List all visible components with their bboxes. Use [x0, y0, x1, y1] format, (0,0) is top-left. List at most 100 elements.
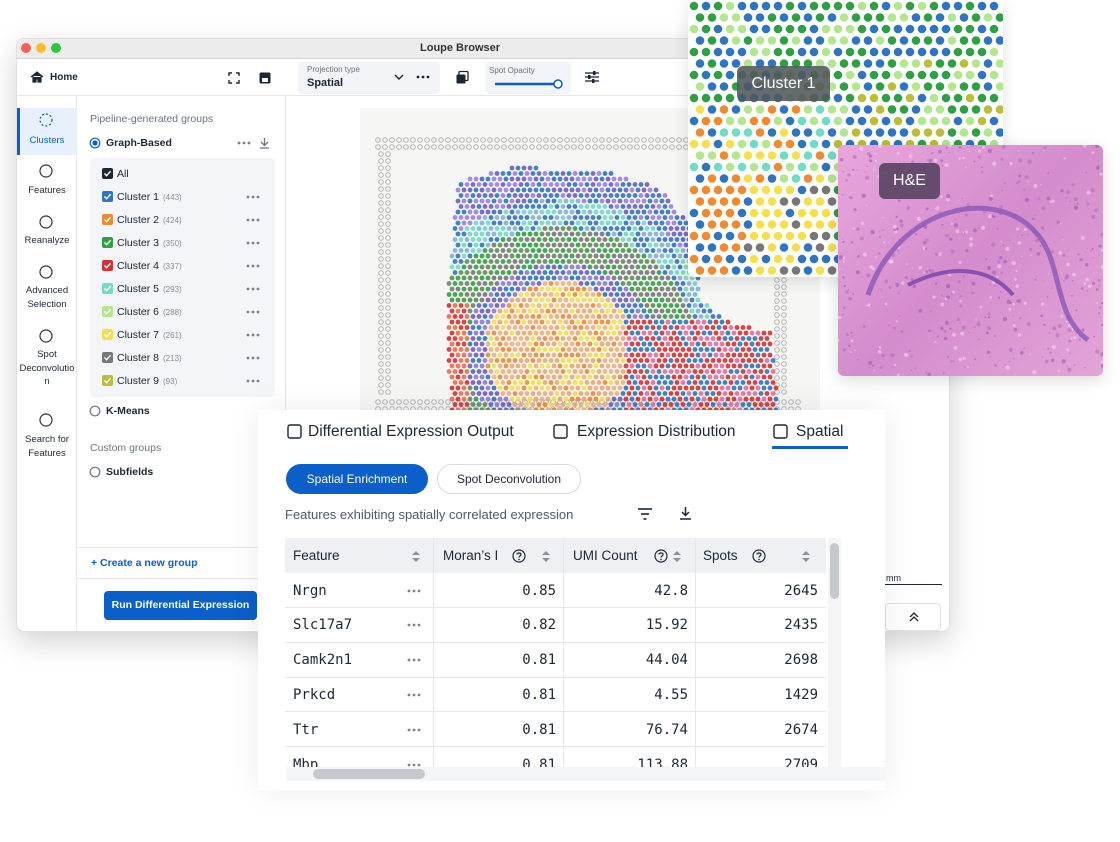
tissue-spot	[500, 193, 506, 198]
he-speck	[1085, 277, 1090, 282]
cluster-row[interactable]: Cluster 2 (424)	[117, 214, 182, 226]
tissue-spot	[470, 303, 476, 308]
tissue-spot	[680, 336, 686, 341]
sidebar-label[interactable]: Spot Deconvolution	[19, 349, 75, 387]
sidebar-label[interactable]: Advanced Selection	[25, 285, 69, 310]
tissue-spot	[704, 358, 710, 363]
tissue-spot	[701, 374, 707, 380]
tissue-spot	[569, 264, 575, 270]
cluster-spot	[779, 151, 789, 160]
tissue-spot	[485, 363, 491, 369]
fiducial	[585, 144, 591, 150]
tissue-spot	[758, 380, 764, 385]
cluster-spot	[851, 36, 861, 45]
tissue-spot	[737, 385, 743, 391]
tissue-spot	[557, 385, 563, 391]
tissue-spot	[497, 374, 503, 380]
tissue-spot	[692, 347, 698, 352]
tissue-spot	[584, 182, 590, 187]
he-speck	[969, 242, 974, 247]
tissue-spot	[548, 248, 554, 253]
fiducial	[403, 144, 409, 150]
tissue-spot	[644, 380, 650, 385]
projection-box[interactable]	[298, 62, 440, 94]
tissue-spot	[755, 396, 761, 402]
tissue-spot	[473, 308, 479, 314]
tissue-spot	[596, 292, 602, 297]
tissue-spot	[578, 369, 584, 374]
group-name[interactable]: Subfields	[106, 466, 154, 478]
sidebar-label[interactable]: Clusters	[29, 135, 65, 146]
subtab[interactable]: Spot Deconvolution	[437, 464, 581, 494]
he-speck	[950, 360, 953, 363]
tab[interactable]: Differential Expression Output	[308, 423, 514, 440]
vscroll-thumb[interactable]	[830, 543, 839, 599]
all-label[interactable]: All	[117, 168, 129, 180]
run-button[interactable]: Run Differential Expression	[104, 591, 257, 620]
cluster-row[interactable]: Cluster 9 (93)	[117, 375, 178, 387]
dot	[412, 693, 416, 697]
tissue-spot	[539, 275, 545, 281]
tissue-spot	[530, 259, 536, 264]
create-group-link[interactable]: + Create a new group	[91, 557, 198, 569]
tissue-spot	[491, 253, 497, 259]
group-name[interactable]: Graph-Based	[106, 137, 172, 149]
tissue-spot	[596, 215, 602, 220]
fiducial	[385, 158, 391, 164]
sidebar-label[interactable]: Features	[28, 185, 66, 196]
tissue-spot	[668, 248, 674, 253]
column-header[interactable]: Feature	[293, 548, 340, 563]
tissue-spot	[746, 347, 752, 352]
tissue-spot	[629, 220, 635, 226]
cluster-row[interactable]: Cluster 5 (293)	[117, 283, 182, 295]
tissue-spot	[533, 264, 539, 270]
sidebar-label[interactable]: Reanalyze	[24, 235, 70, 246]
cluster-row[interactable]: Cluster 1 (443)	[117, 191, 182, 203]
tissue-spot	[617, 253, 623, 259]
tissue-spot	[575, 330, 581, 336]
tissue-spot	[560, 347, 566, 352]
tissue-spot	[503, 209, 509, 215]
cluster-row[interactable]: Cluster 7 (261)	[117, 329, 182, 341]
he-band	[907, 269, 1015, 297]
cluster-row[interactable]: Cluster 4 (337)	[117, 260, 182, 272]
cluster-spot	[845, 47, 855, 57]
tissue-spot	[473, 374, 479, 380]
sidebar-label[interactable]: Search for Features	[25, 434, 69, 459]
he-speck	[996, 227, 999, 230]
home-label[interactable]: Home	[50, 72, 78, 83]
tissue-spot	[545, 176, 551, 182]
tissue-spot	[494, 248, 500, 253]
tissue-spot	[578, 292, 584, 297]
collapse-button[interactable]	[885, 603, 941, 631]
tissue-spot	[578, 314, 584, 319]
tab[interactable]: Spatial	[796, 423, 844, 440]
cluster-row[interactable]: Cluster 3 (350)	[117, 237, 182, 249]
cluster-spot	[839, 82, 849, 91]
subtab-active[interactable]: Spatial Enrichment	[286, 464, 428, 494]
column-header[interactable]: Moran’s I	[443, 548, 499, 563]
cluster-spot	[773, 116, 783, 126]
column-header[interactable]: Spots	[703, 548, 738, 563]
checkbox	[102, 237, 113, 248]
tissue-spot	[527, 264, 533, 270]
cluster-row[interactable]: Cluster 6 (288)	[117, 306, 182, 318]
tab[interactable]: Expression Distribution	[577, 423, 736, 440]
tissue-spot	[611, 220, 617, 226]
feature-name: Camk2n1	[293, 652, 353, 669]
he-speck	[895, 282, 900, 287]
tissue-spot	[455, 363, 461, 369]
cluster-row[interactable]: Cluster 8 (213)	[117, 352, 182, 364]
group-name[interactable]: K-Means	[106, 405, 150, 417]
fiducial	[378, 361, 384, 367]
tissue-spot	[671, 330, 677, 336]
cluster-spot	[701, 70, 711, 80]
tissue-spot	[662, 347, 668, 352]
tissue-spot	[569, 341, 575, 347]
he-speck	[978, 149, 982, 153]
fiducial	[385, 368, 391, 374]
tissue-spot	[521, 374, 527, 380]
fiducial	[522, 137, 528, 143]
hscroll-thumb[interactable]	[313, 769, 425, 779]
column-header[interactable]: UMI Count	[573, 548, 638, 563]
